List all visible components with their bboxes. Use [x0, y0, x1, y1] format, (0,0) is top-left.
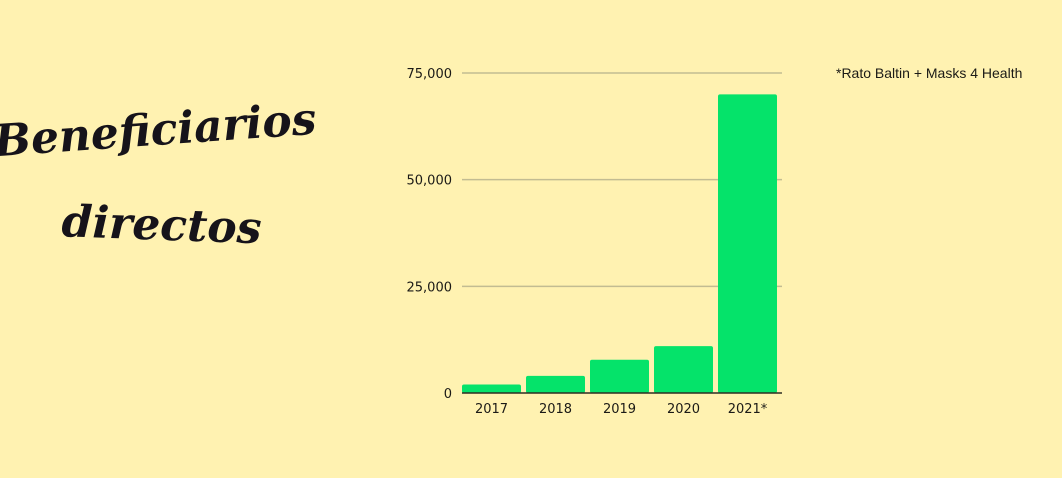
y-tick-label: 75,000 — [407, 67, 453, 82]
bar — [590, 359, 649, 393]
y-tick-label: 0 — [444, 387, 452, 402]
footnote: *Rato Baltin + Masks 4 Health — [836, 65, 1022, 81]
chart-title-line-2: directos — [61, 196, 263, 254]
x-tick-label: 2021* — [728, 402, 768, 417]
bar — [526, 375, 585, 393]
bar — [718, 94, 777, 393]
y-axis-tick-labels: 0 25,000 50,000 75,000 — [407, 67, 453, 402]
y-tick-label: 25,000 — [407, 280, 453, 295]
y-tick-label: 50,000 — [407, 174, 453, 189]
bar — [462, 384, 521, 393]
x-tick-label: 2018 — [539, 402, 572, 417]
x-tick-label: 2017 — [475, 402, 508, 417]
bar — [654, 346, 713, 393]
x-tick-label: 2019 — [603, 402, 636, 417]
bars — [462, 94, 777, 393]
x-tick-label: 2020 — [667, 402, 700, 417]
x-axis-tick-labels: 2017 2018 2019 2020 2021* — [475, 402, 768, 417]
